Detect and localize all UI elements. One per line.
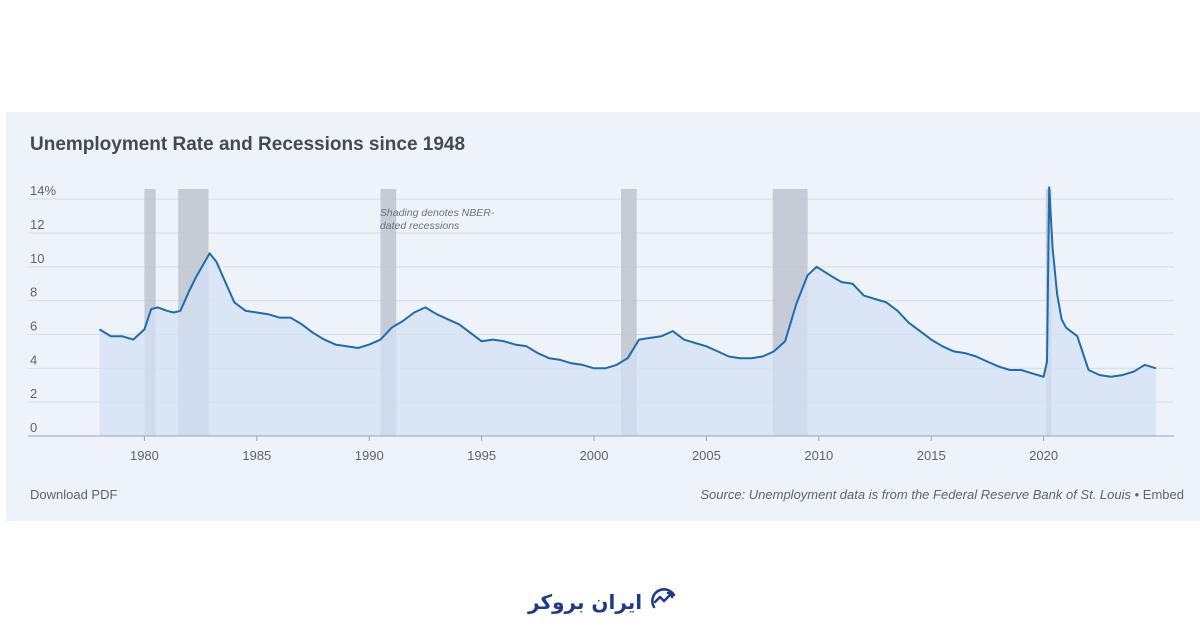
y-tick-label: 8 (30, 285, 37, 300)
y-tick-label: 4 (30, 352, 37, 367)
x-tick-label: 1990 (355, 448, 384, 463)
source-text: Source: Unemployment data is from the Fe… (700, 487, 1131, 502)
x-tick-label: 2020 (1029, 448, 1058, 463)
embed-link[interactable]: Embed (1143, 487, 1184, 502)
chart-card: 0 2 4 6 8 10 12 14% 1980 1985 1990 1995 2000 2005 2010… (6, 112, 1200, 521)
download-pdf-link[interactable]: Download PDF (30, 487, 117, 502)
y-tick-label: 0 (30, 420, 37, 435)
brand-logo[interactable]: ایران بروکر (528, 587, 678, 616)
y-tick-label: 12 (30, 217, 44, 232)
x-tick-label: 2005 (692, 448, 721, 463)
source-line: Source: Unemployment data is from the Fe… (700, 487, 1184, 502)
chart-title: Unemployment Rate and Recessions since 1… (30, 134, 465, 156)
y-tick-label: 2 (30, 386, 37, 401)
y-tick-label: 6 (30, 318, 37, 333)
annotation-text: dated recessions (380, 220, 460, 232)
x-tick-label: 1980 (130, 448, 159, 463)
y-tick-label: 10 (30, 251, 44, 266)
x-tick-label: 1985 (242, 448, 271, 463)
x-tick-label: 2000 (580, 448, 609, 463)
separator: • (1131, 487, 1143, 502)
x-tick-label: 1995 (467, 448, 496, 463)
trend-chart-icon (650, 587, 678, 616)
x-tick-label: 2010 (804, 448, 833, 463)
chart-svg: 0 2 4 6 8 10 12 14% 1980 1985 1990 1995 2000 2005 2010… (6, 112, 1200, 472)
brand-name: ایران بروکر (528, 590, 642, 614)
x-tick-label: 2015 (917, 448, 946, 463)
y-tick-label: 14% (30, 183, 56, 198)
annotation-text: Shading denotes NBER- (380, 207, 495, 219)
